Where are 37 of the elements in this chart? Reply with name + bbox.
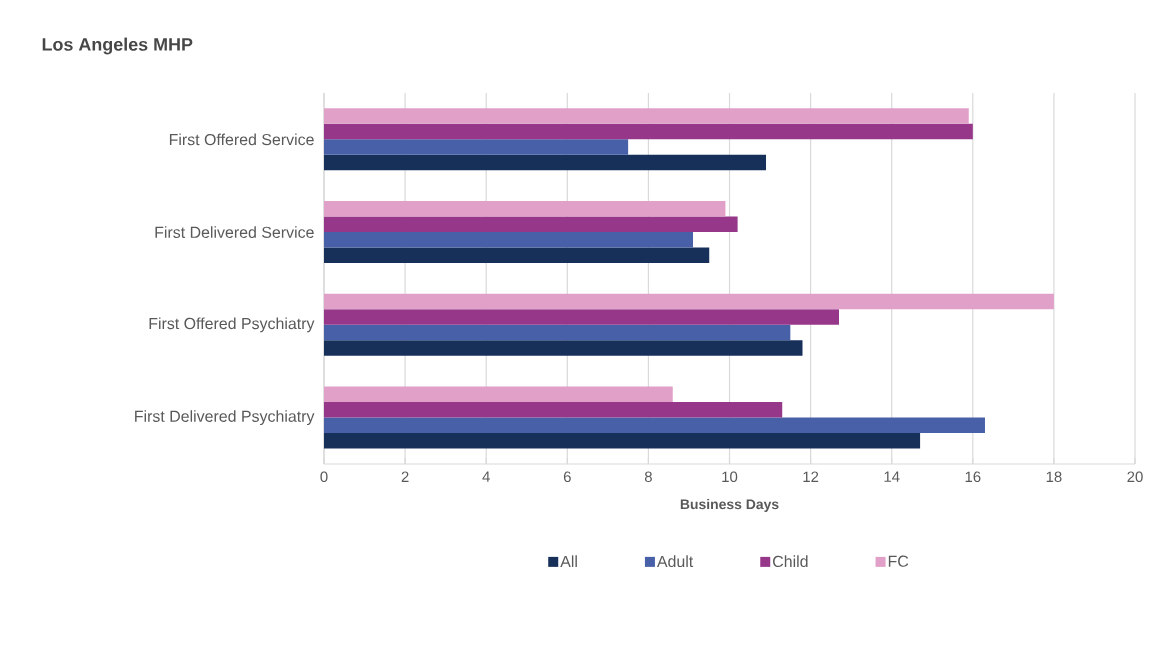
x-tick-label: 20: [1127, 471, 1143, 483]
bar: [324, 201, 726, 217]
bar: [324, 154, 767, 171]
bar: [324, 123, 973, 140]
x-tick-label: 0: [320, 471, 328, 483]
text: Los Angeles MHP: [42, 37, 193, 55]
bar: [324, 433, 921, 449]
legend-label: Child: [773, 555, 808, 568]
x-tick-label: 12: [803, 471, 819, 482]
bar: [324, 309, 839, 325]
y-tick-label: First Delivered Service: [155, 226, 314, 238]
bar: [324, 386, 673, 403]
bar: [324, 417, 985, 434]
legend-label: FC: [888, 555, 909, 567]
x-tick-label: 16: [965, 471, 981, 483]
x-tick-label: 14: [884, 471, 900, 482]
y-tick-label: First Offered Service: [169, 133, 314, 146]
x-axis-title: Business Days: [680, 498, 779, 512]
bar: [324, 340, 803, 356]
x-tick-label: 6: [563, 471, 571, 483]
x-tick-label: 18: [1046, 471, 1062, 483]
x-tick-label: 10: [722, 471, 738, 483]
bar: [324, 216, 738, 233]
x-tick-label: 4: [482, 471, 490, 482]
y-tick-label: First Delivered Psychiatry: [135, 410, 315, 426]
bar: [324, 293, 1054, 310]
bar: [324, 139, 629, 155]
y-tick-label: First Offered Psychiatry: [149, 317, 315, 333]
legend-label: Adult: [656, 555, 694, 568]
legend-label: All: [560, 555, 577, 567]
x-tick-label: 8: [644, 471, 652, 483]
bar: [324, 247, 710, 264]
bar: [324, 232, 694, 248]
bar: [324, 108, 969, 124]
x-tick-label: 2: [401, 471, 409, 482]
bar: [324, 324, 791, 341]
bar: [324, 402, 783, 418]
